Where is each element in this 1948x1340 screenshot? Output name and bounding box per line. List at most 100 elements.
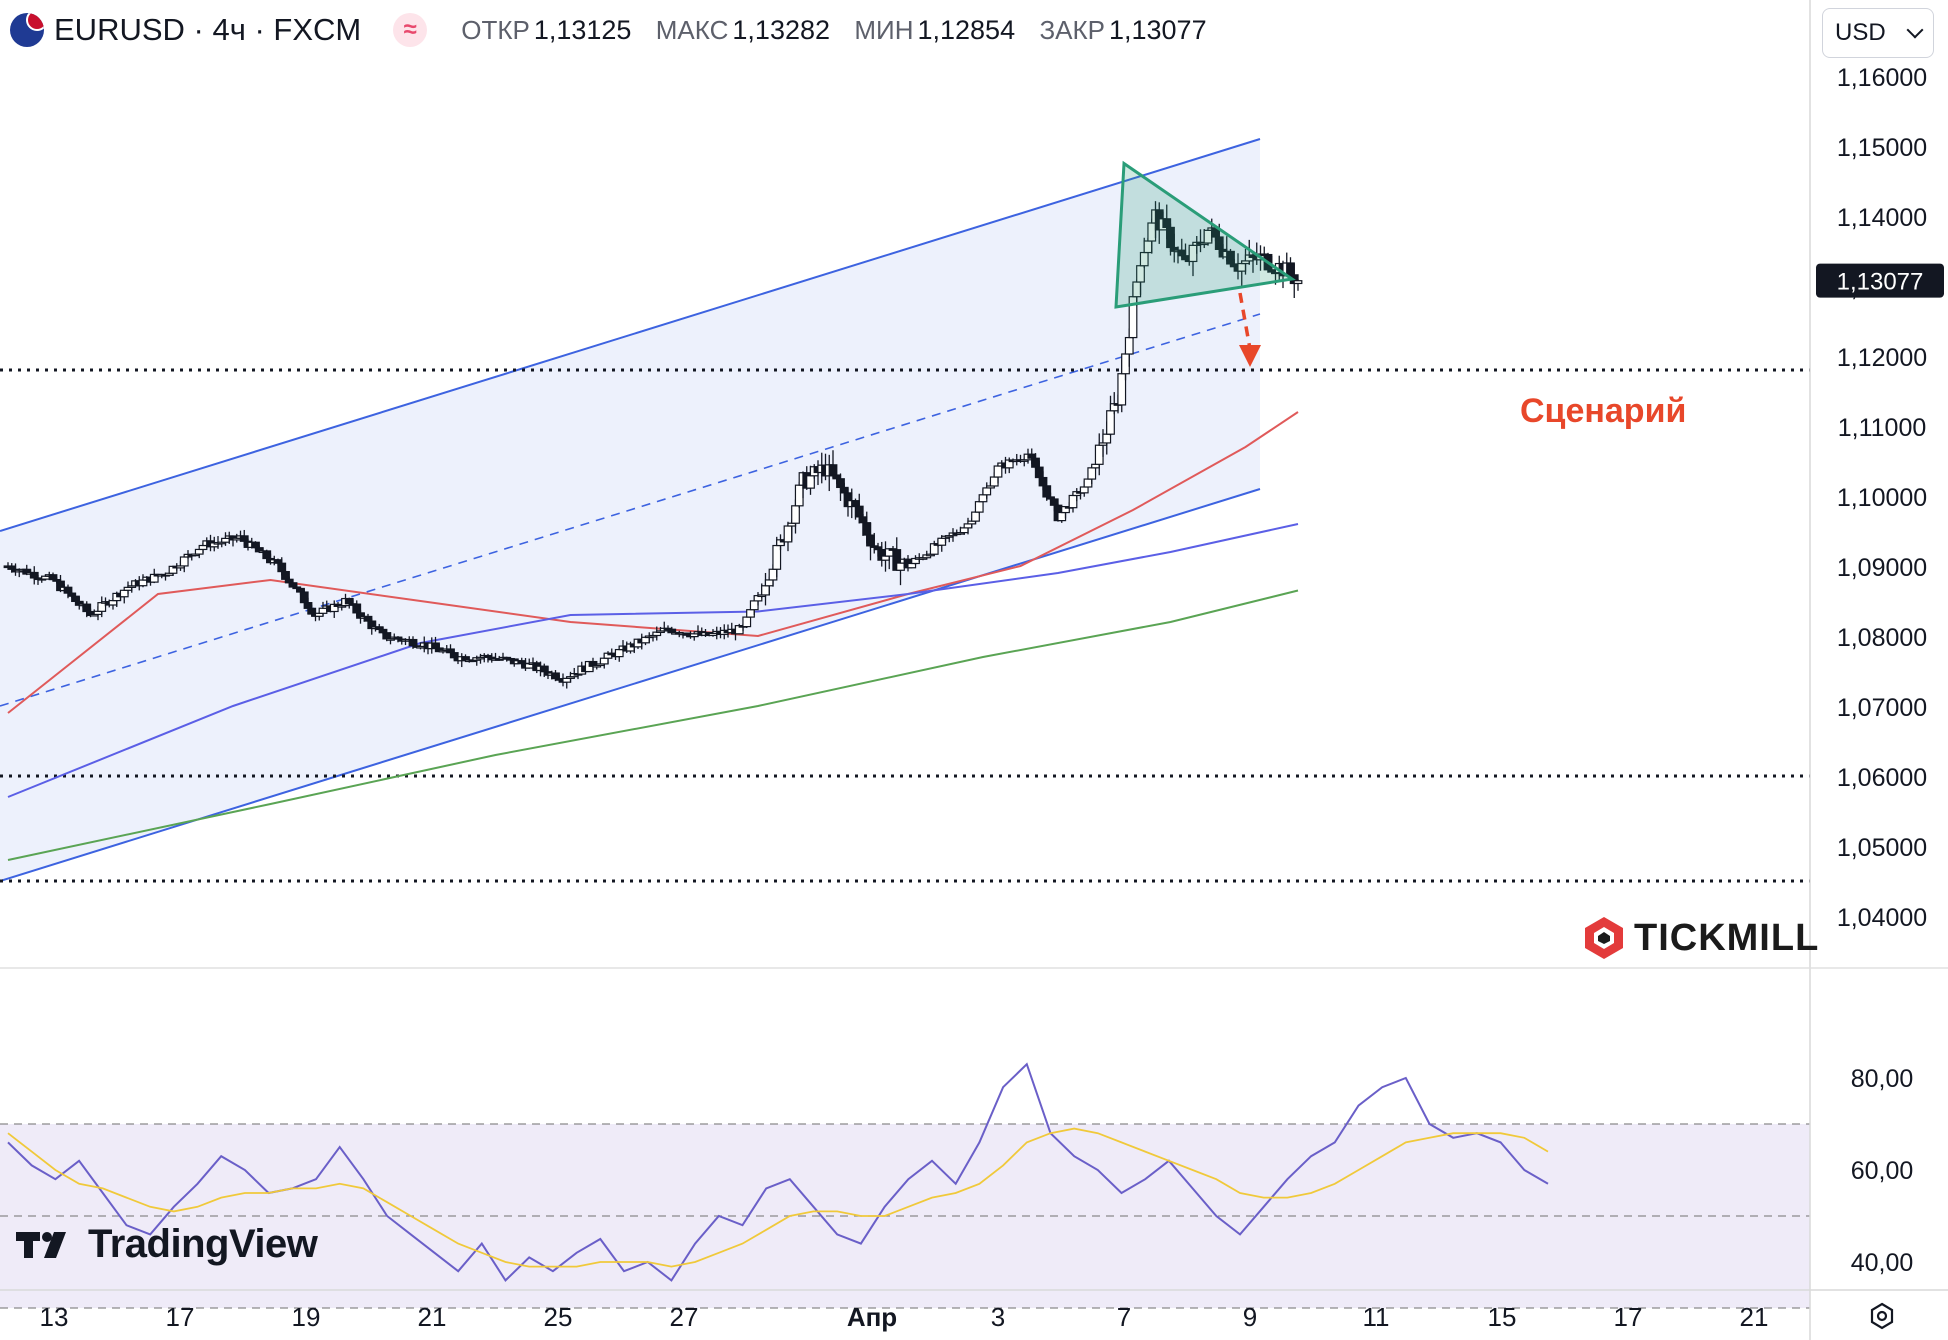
candle-body — [449, 652, 459, 659]
tickmill-logo-icon — [1585, 917, 1623, 959]
chevron-down-icon — [1906, 21, 1924, 39]
candle-body — [854, 505, 864, 518]
time-tick-label: 15 — [1488, 1302, 1517, 1332]
candle-body — [551, 672, 560, 680]
moving-average-line-1 — [7, 523, 1299, 798]
price-tick-label: 1,15000 — [1837, 134, 1927, 162]
candle-body — [299, 591, 309, 604]
candle-body — [974, 501, 984, 513]
candle-body — [1049, 498, 1059, 506]
rsi-tick-label: 40,00 — [1851, 1249, 1914, 1277]
candle-body — [262, 550, 272, 560]
scenario-arrow-line — [1238, 292, 1252, 350]
candle-body — [783, 525, 793, 543]
candle-body — [63, 586, 73, 594]
time-tick-label: 13 — [40, 1302, 69, 1332]
price-tick-label: 1,11000 — [1838, 414, 1927, 442]
time-tick-label: 3 — [991, 1302, 1005, 1332]
triangle-pattern — [1114, 160, 1296, 309]
candle-body — [408, 638, 418, 647]
candle-body — [194, 548, 204, 555]
candle-body — [382, 632, 392, 640]
time-tick-label: 21 — [418, 1302, 447, 1332]
ohlc-readout: ОТКР 1,13125 МАКС 1,13282 МИН 1,12854 ЗАКР 1… — [461, 13, 1222, 47]
candle-body — [749, 600, 759, 611]
settings-icon[interactable] — [1868, 1302, 1896, 1330]
tradingview-logo-icon — [16, 1231, 66, 1258]
price-tick-label: 1,10000 — [1837, 484, 1927, 512]
tradingview-text: TradingView — [88, 1222, 318, 1266]
candle-body — [614, 648, 624, 658]
candle-body — [1117, 373, 1127, 406]
price-chart[interactable]: Сценарий — [0, 138, 1810, 883]
candle-body — [881, 555, 890, 561]
candle-body — [138, 579, 148, 587]
candle-body — [303, 602, 313, 609]
time-tick-label: 17 — [166, 1302, 195, 1332]
candle-body — [97, 602, 107, 612]
candle-body — [307, 607, 317, 615]
high-label: МАКС — [655, 15, 729, 45]
candles — [3, 201, 1303, 689]
price-tick-label: 1,07000 — [1837, 694, 1927, 722]
candle-body — [431, 642, 440, 649]
candle-body — [119, 589, 129, 598]
symbol-title[interactable]: EURUSD · 4ч · FXCM — [54, 12, 362, 47]
tickmill-logo: TICKMILL — [1582, 915, 1819, 961]
candle-body — [352, 603, 362, 614]
rsi-panel[interactable] — [0, 1062, 1810, 1309]
price-tick-label: 1,04000 — [1837, 904, 1927, 932]
time-tick-label: 25 — [544, 1302, 573, 1332]
candle-body — [866, 534, 875, 547]
candle-body — [48, 574, 58, 581]
candle-body — [1042, 485, 1052, 498]
channel-upper-line — [0, 138, 1261, 532]
price-tick-label: 1,12000 — [1837, 344, 1927, 372]
candle-body — [836, 478, 845, 489]
candle-body — [288, 582, 298, 588]
candle-body — [907, 562, 917, 569]
candle-body — [982, 487, 992, 496]
candle-body — [251, 541, 260, 549]
candle-body — [318, 607, 328, 614]
candle-body — [1027, 453, 1037, 459]
candle-body — [1034, 466, 1044, 479]
candle-body — [791, 505, 800, 524]
low-value: 1,12854 — [917, 15, 1016, 45]
rsi-tick-label: 60,00 — [1851, 1157, 1914, 1185]
moving-average-line-2 — [7, 589, 1299, 861]
candle-body — [108, 599, 118, 606]
candle-body — [978, 494, 988, 503]
candle-body — [1293, 280, 1303, 285]
last-price-badge — [1816, 263, 1944, 298]
candle-body — [971, 511, 980, 522]
candle-body — [344, 597, 354, 605]
price-tick-label: 1,05000 — [1837, 834, 1927, 862]
candle-body — [363, 615, 373, 622]
candle-body — [1102, 433, 1112, 444]
candle-body — [742, 616, 752, 628]
scenario-arrowhead — [1239, 345, 1261, 367]
low-label: МИН — [854, 15, 914, 45]
currency-label: USD — [1835, 19, 1886, 46]
candle-body — [959, 527, 969, 534]
price-tick-label: 1,08000 — [1837, 624, 1927, 652]
currency-select[interactable]: USD — [1822, 8, 1934, 58]
close-label: ЗАКР — [1039, 15, 1105, 45]
open-value: 1,13125 — [533, 15, 632, 45]
tickmill-text: TICKMILL — [1634, 916, 1820, 959]
time-tick-label: 11 — [1363, 1302, 1390, 1332]
open-label: ОТКР — [461, 15, 530, 45]
candle-body — [1038, 476, 1048, 487]
time-tick-label: 19 — [292, 1302, 321, 1332]
candle-body — [746, 609, 755, 618]
candle-body — [768, 568, 778, 581]
candle-body — [281, 570, 290, 580]
candle-body — [179, 556, 189, 567]
indicator-icon[interactable]: ≈ — [393, 13, 428, 47]
candle-body — [71, 595, 80, 603]
candle-body — [1124, 336, 1134, 355]
price-tick-label: 1,16000 — [1837, 64, 1927, 92]
